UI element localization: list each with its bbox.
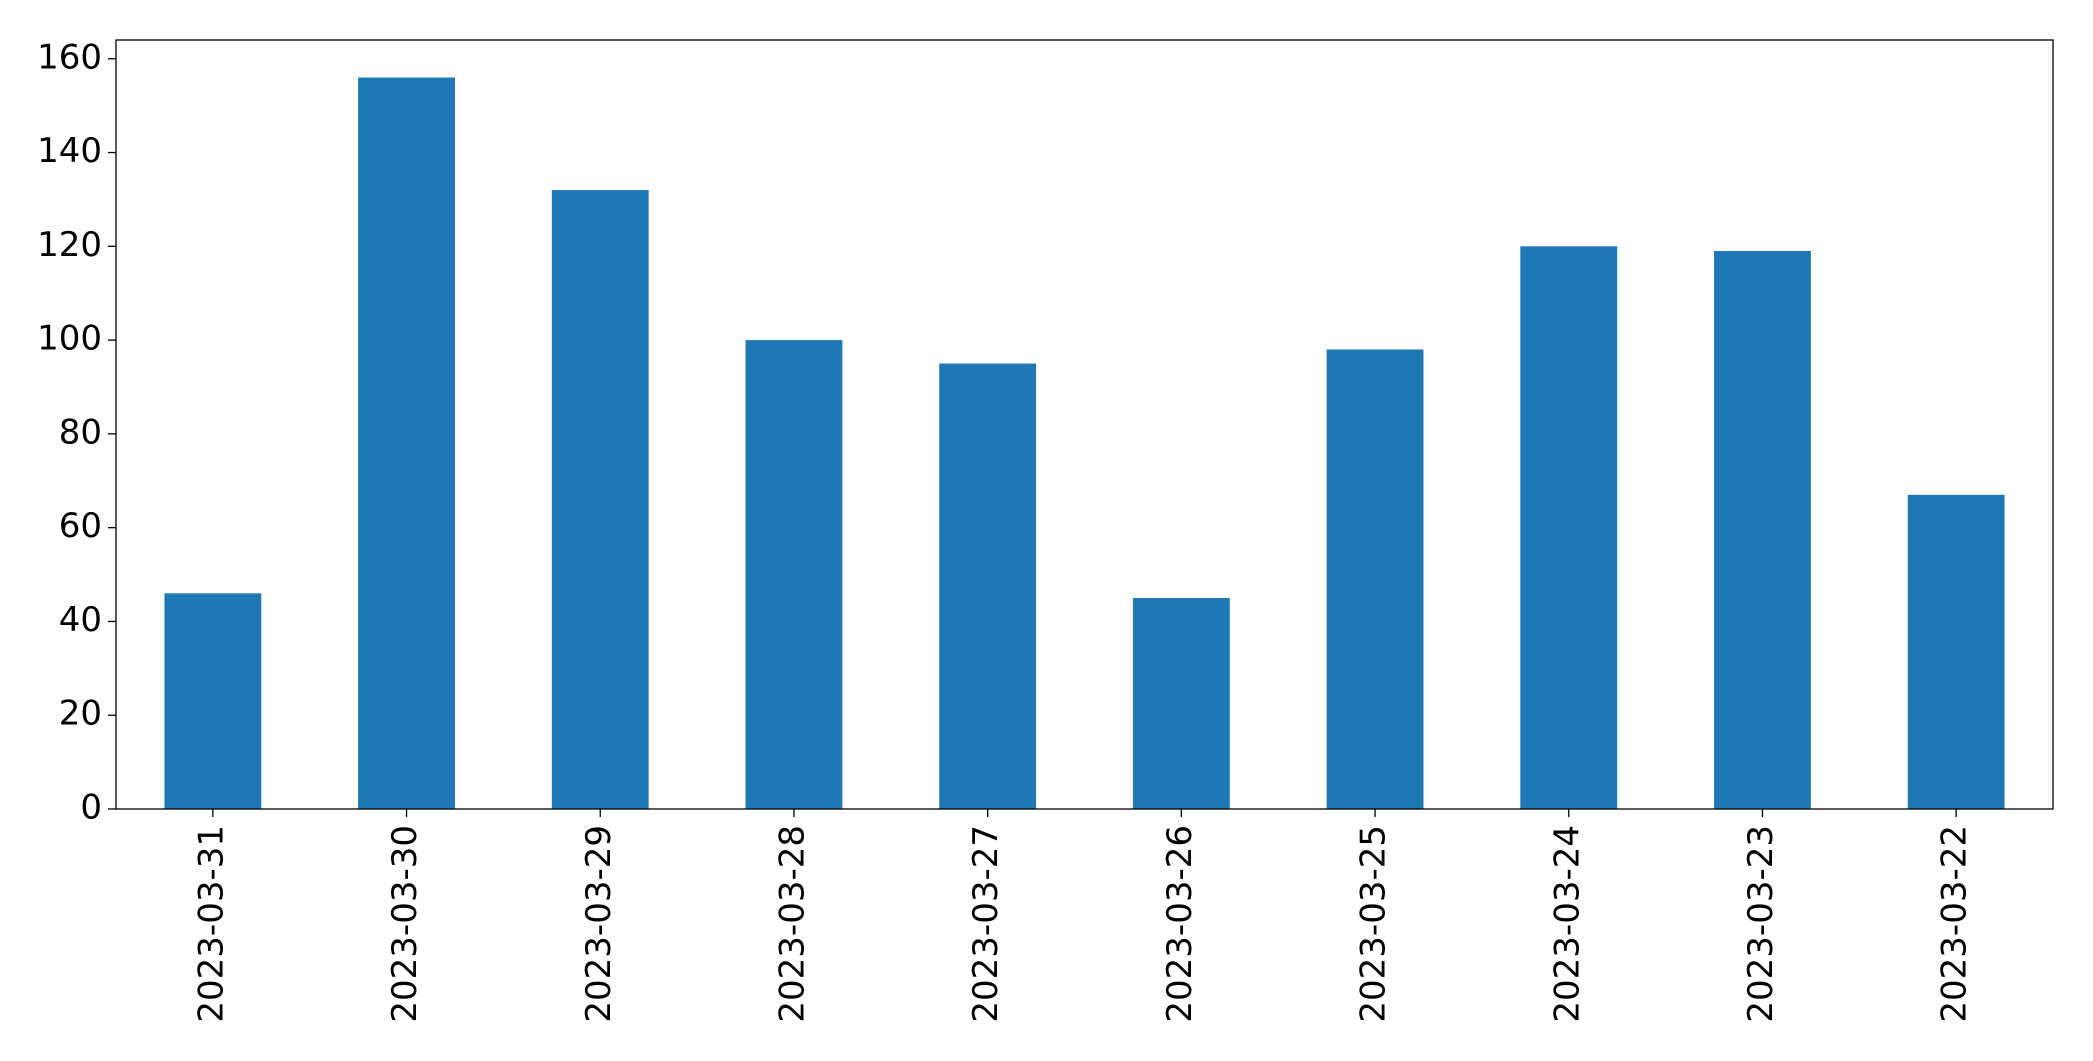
x-tick-label: 2023-03-22 [1935,825,1975,1023]
x-tick-label: 2023-03-23 [1741,825,1781,1023]
bar [745,340,843,809]
y-tick-label: 140 [37,131,102,171]
bar [164,593,262,809]
x-tick-label: 2023-03-25 [1354,825,1394,1023]
x-tick-label: 2023-03-31 [191,825,231,1023]
bar [1907,494,2005,809]
bar [939,363,1037,809]
bar [1714,251,1811,809]
x-tick-label: 2023-03-29 [579,825,619,1023]
bar [1520,246,1618,809]
x-tick-label: 2023-03-24 [1547,825,1587,1023]
y-tick-label: 20 [59,694,102,734]
y-tick-label: 80 [59,412,102,452]
y-tick-label: 120 [37,225,102,265]
y-tick-label: 40 [59,600,102,640]
x-tick-label: 2023-03-26 [1160,825,1200,1023]
bar [1326,349,1424,809]
x-tick-label: 2023-03-30 [385,825,425,1023]
bar [358,77,455,809]
x-tick-label: 2023-03-28 [772,825,812,1023]
y-tick-label: 60 [59,506,102,546]
plot-frame [115,39,2054,810]
x-tick-label: 2023-03-27 [966,825,1006,1023]
bar [1132,597,1230,809]
y-tick-label: 100 [37,319,102,359]
y-tick-label: 0 [80,788,102,828]
y-tick-label: 160 [37,37,102,77]
bar [551,190,649,810]
